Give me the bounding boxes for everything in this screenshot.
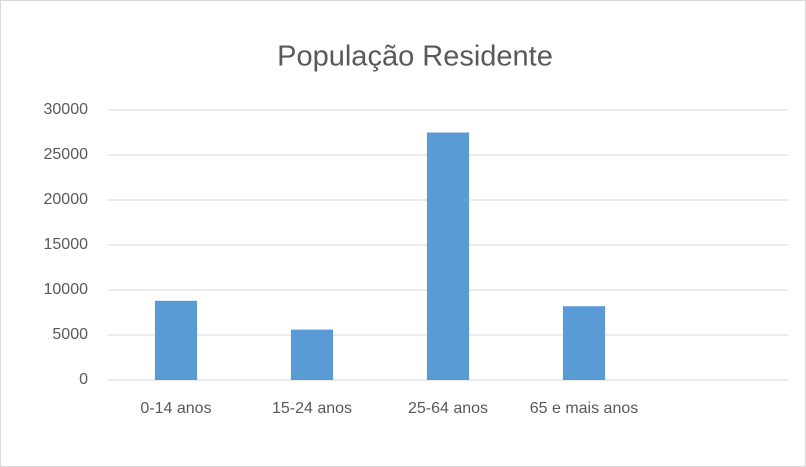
y-tick-label: 25000 — [44, 146, 89, 163]
y-tick-label: 10000 — [44, 281, 89, 298]
y-tick-label: 20000 — [44, 191, 89, 208]
x-tick-label: 25-64 anos — [407, 400, 489, 417]
x-tick-label: 15-24 anos — [271, 400, 353, 417]
chart-title: População Residente — [277, 41, 553, 73]
y-tick-label: 30000 — [44, 101, 89, 118]
bar — [154, 300, 198, 380]
bar — [426, 132, 470, 380]
x-tick-label: 65 e mais anos — [529, 400, 639, 417]
bar — [562, 306, 606, 380]
y-tick-label: 15000 — [44, 236, 89, 253]
y-tick-label: 0 — [79, 371, 88, 388]
y-tick-label: 5000 — [52, 326, 88, 343]
bar — [290, 329, 334, 380]
x-tick-label: 0-14 anos — [140, 400, 212, 417]
